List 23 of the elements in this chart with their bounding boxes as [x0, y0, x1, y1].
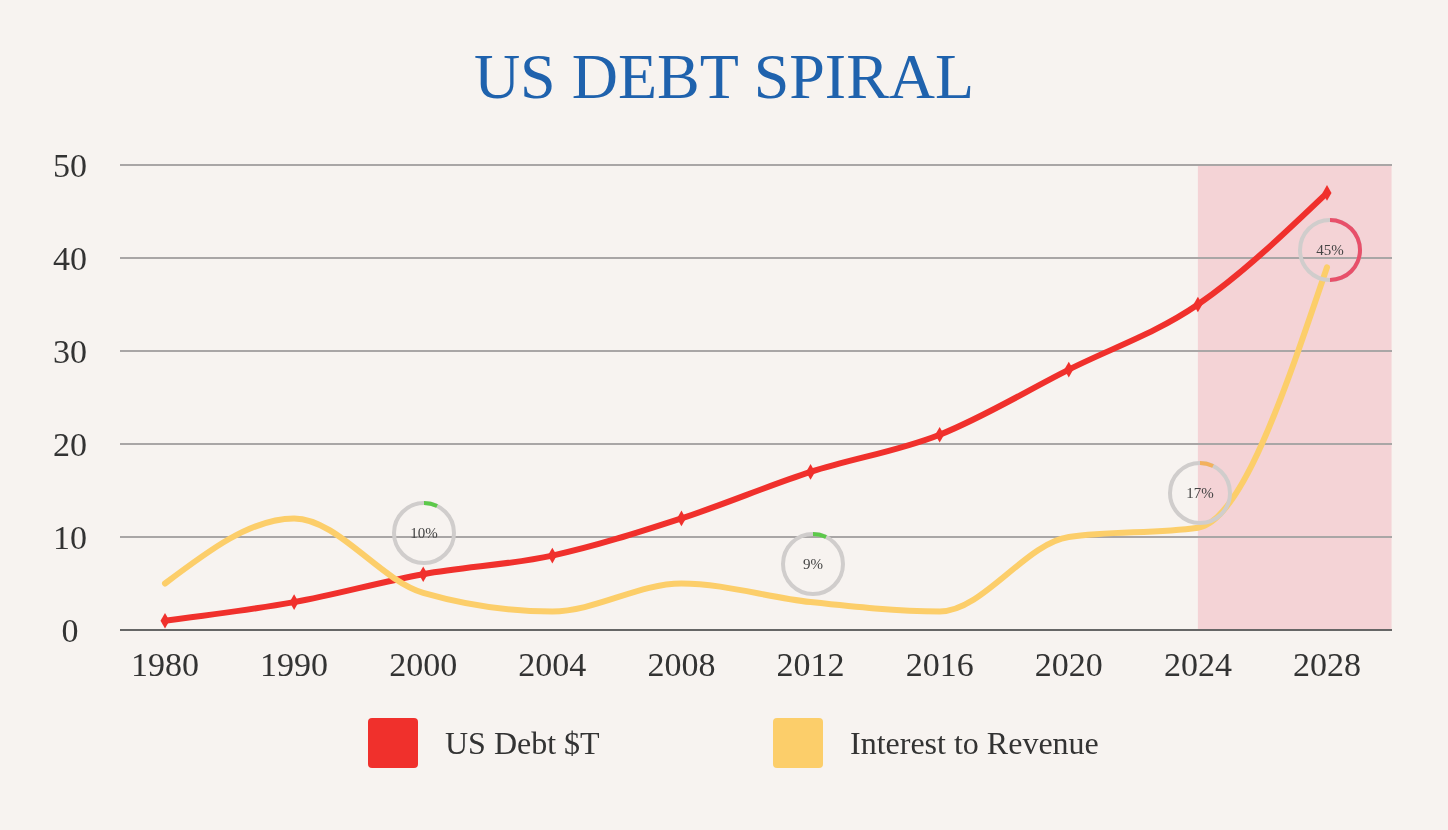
annotation: 45%	[1316, 242, 1344, 259]
legend-label: Interest to Revenue	[850, 725, 1099, 762]
x-tick-label: 2004	[518, 646, 587, 683]
x-tick-label: 2024	[1163, 646, 1232, 683]
y-tick-label: 10	[53, 518, 87, 556]
annotation: 17%	[1186, 485, 1214, 502]
y-tick-label: 0	[61, 611, 79, 649]
y-tick-label: 50	[53, 146, 87, 184]
annotation: 9%	[803, 556, 823, 573]
x-tick-label: 1990	[260, 646, 329, 683]
x-tick-label: 2016	[905, 646, 974, 683]
x-tick-label: 2012	[776, 646, 845, 683]
y-tick-label: 40	[53, 239, 87, 277]
chart-title: US DEBT SPIRAL	[473, 41, 975, 112]
x-tick-label: 2000	[389, 646, 458, 683]
annotation: 10%	[410, 525, 438, 542]
y-tick-label: 30	[53, 332, 87, 370]
x-tick-label: 1980	[131, 646, 199, 683]
x-tick-label: 2008	[647, 646, 716, 683]
legend-label: US Debt $T	[445, 725, 601, 762]
x-tick-label: 2028	[1293, 646, 1361, 683]
y-tick-label: 20	[53, 425, 87, 463]
x-tick-label: 2020	[1034, 646, 1103, 683]
